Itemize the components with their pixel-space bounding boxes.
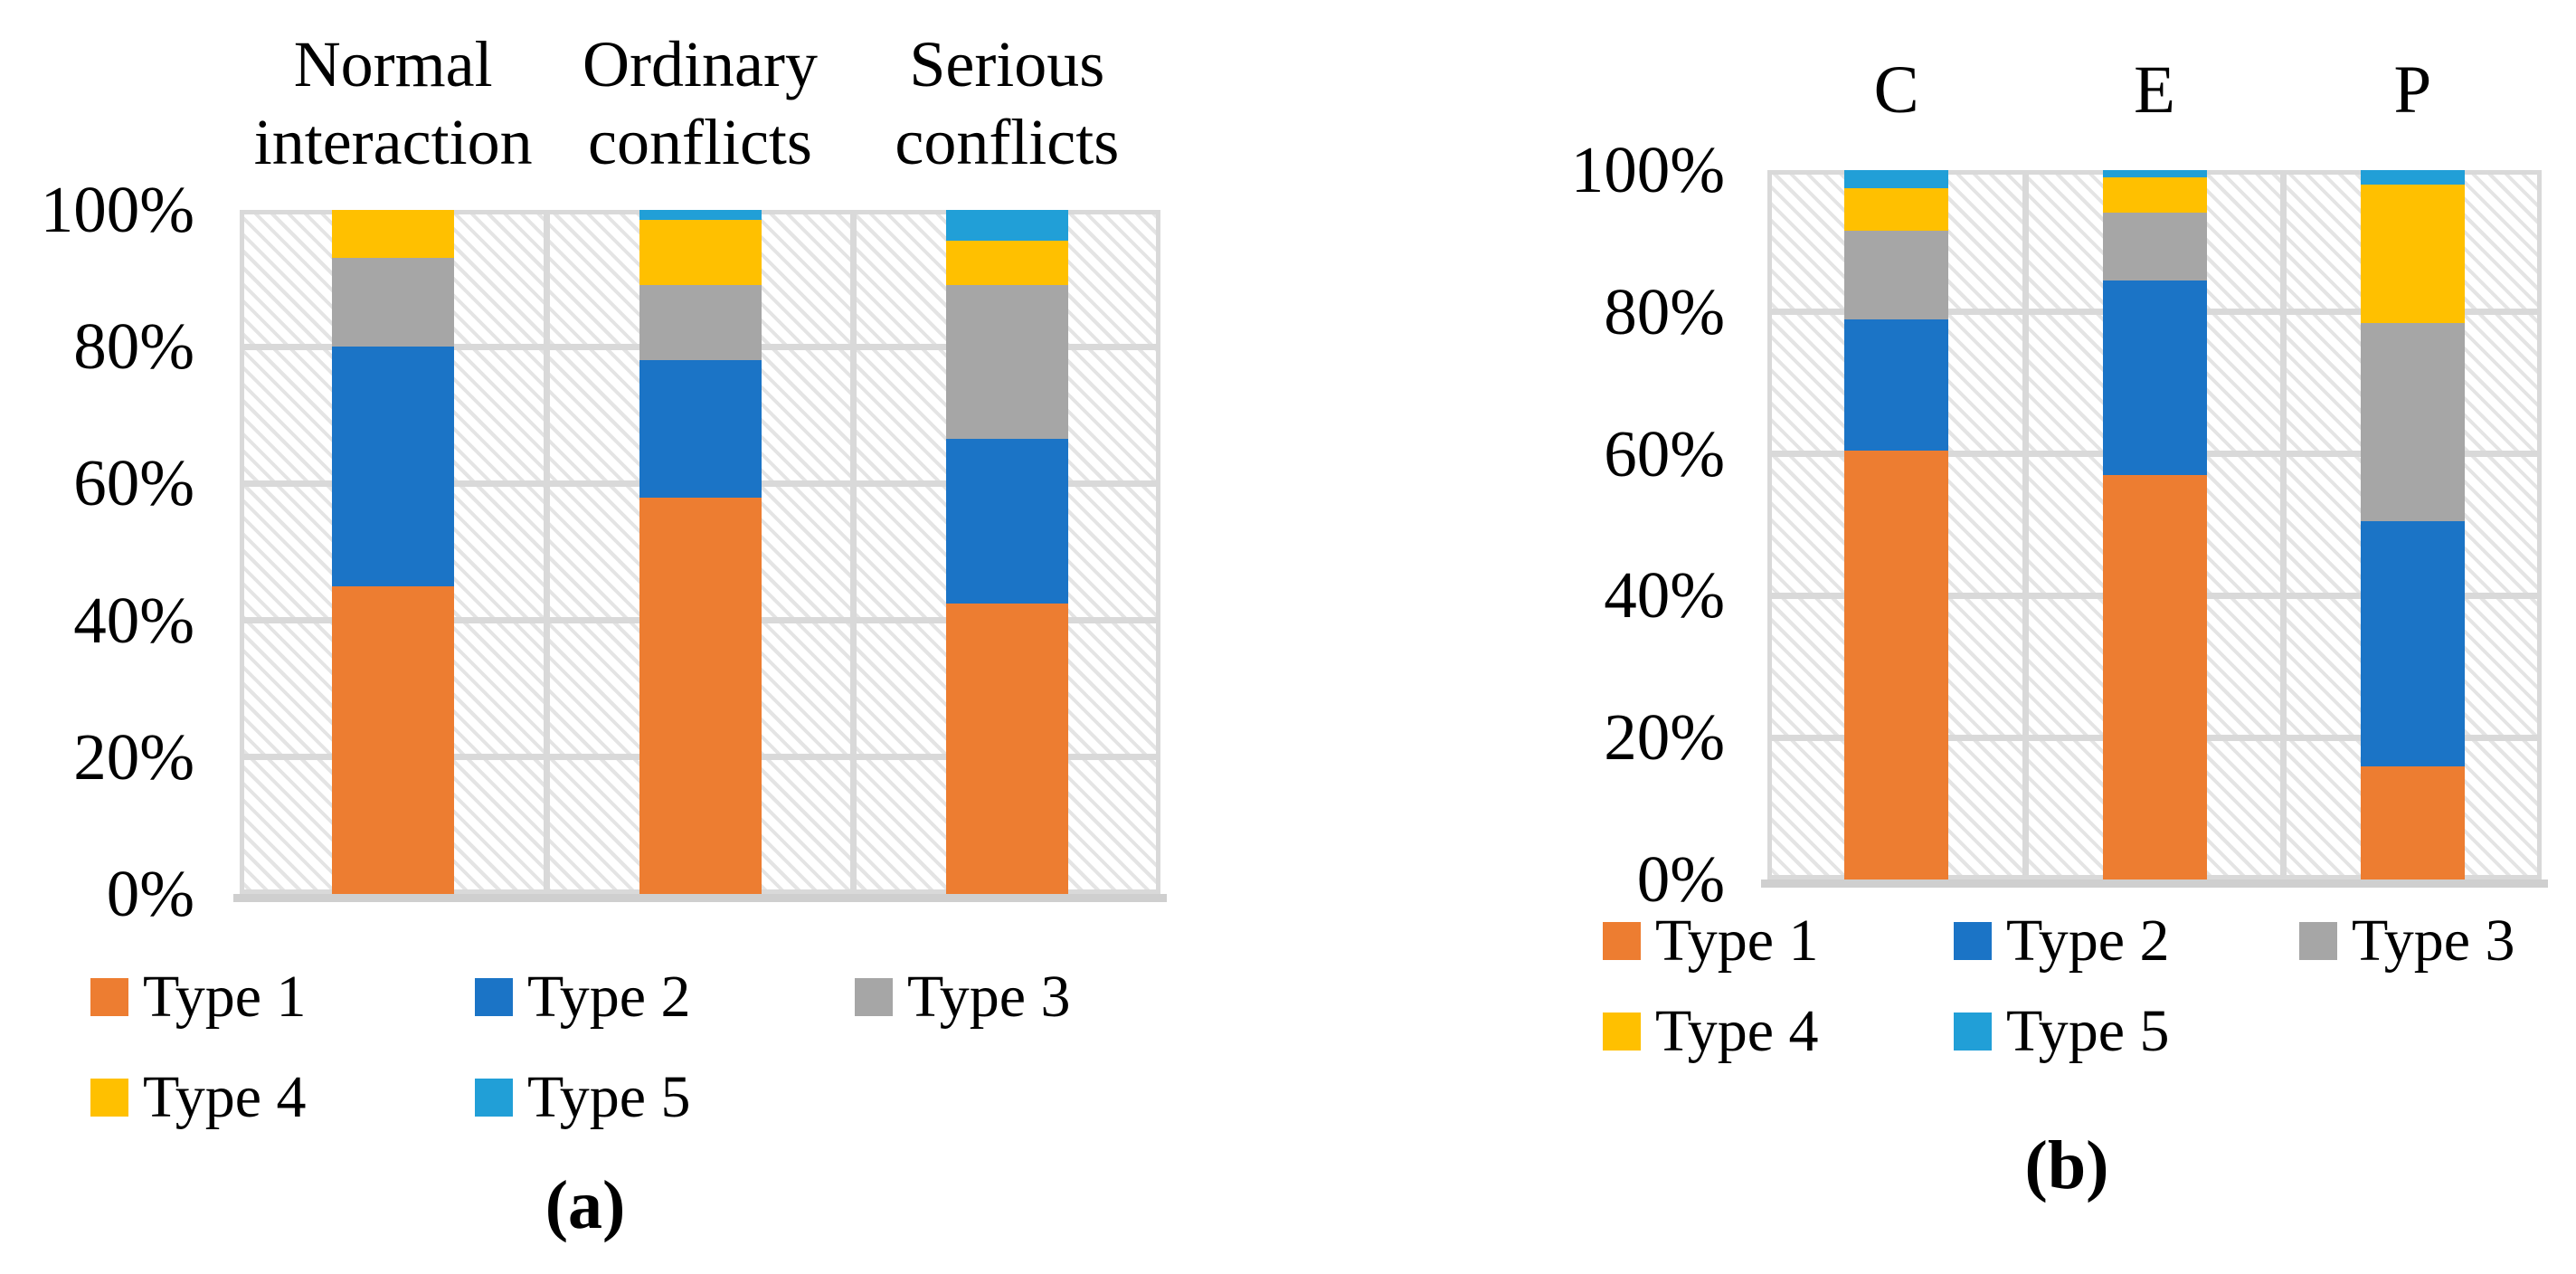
bar-segment-type-3 [2102, 213, 2207, 280]
legend-swatch-icon [1603, 1013, 1641, 1051]
bar-segment-type-4 [639, 220, 762, 286]
y-axis-tick-label: 60% [73, 446, 194, 520]
y-axis-tick-label: 40% [1604, 558, 1725, 632]
gridline-vertical [2022, 170, 2029, 879]
bar-segment-type-5 [945, 210, 1068, 242]
legend-swatch-icon [2299, 922, 2337, 960]
stacked-bar-serious-conflicts [945, 210, 1068, 894]
legend-swatch-icon [90, 1079, 128, 1117]
category-label: Serious conflicts [895, 28, 1120, 178]
legend-item-type-4: Type 4 [90, 1065, 307, 1130]
bar-segment-type-2 [639, 360, 762, 498]
bar-segment-type-1 [2360, 765, 2465, 879]
bar-segment-type-3 [945, 285, 1068, 440]
legend-swatch-icon [90, 978, 128, 1016]
plot-area-b [1761, 170, 2548, 888]
category-label: Ordinary conflicts [582, 28, 818, 178]
bar-segment-type-3 [332, 257, 455, 347]
bar-segment-type-3 [2360, 322, 2465, 522]
stacked-bar-e [2102, 170, 2207, 879]
legend-item-type-5: Type 5 [475, 1065, 691, 1130]
bar-segment-type-3 [1844, 230, 1949, 319]
bar-segment-type-4 [2102, 176, 2207, 214]
bar-segment-type-2 [332, 347, 455, 586]
legend-label: Type 5 [527, 1064, 691, 1130]
x-axis-line [1761, 879, 2548, 888]
bar-segment-type-5 [2102, 170, 2207, 177]
legend-label: Type 1 [1655, 908, 1819, 974]
y-axis-tick-label: 0% [1636, 842, 1725, 916]
y-axis-tick-label: 60% [1604, 416, 1725, 490]
bar-segment-type-1 [639, 497, 762, 894]
bar-segment-type-2 [945, 439, 1068, 604]
caption-a: (a) [545, 1167, 626, 1243]
y-axis-tick-label: 100% [40, 173, 194, 246]
legend-swatch-icon [1954, 1013, 1992, 1051]
plot-area-a [233, 210, 1167, 902]
y-axis-tick-label: 40% [73, 583, 194, 657]
category-label: Normal interaction [253, 28, 533, 178]
legend-item-type-1: Type 1 [90, 965, 307, 1030]
bar-segment-type-1 [1844, 450, 1949, 879]
legend-label: Type 4 [143, 1064, 307, 1130]
bar-segment-type-3 [639, 285, 762, 361]
bar-segment-type-1 [945, 603, 1068, 894]
stacked-bar-normal-interaction [332, 210, 455, 894]
bar-segment-type-4 [945, 241, 1068, 286]
bar-segment-type-2 [1844, 318, 1949, 451]
y-axis-tick-label: 100% [1570, 133, 1725, 206]
category-label: P [2393, 52, 2432, 128]
legend-label: Type 1 [143, 964, 307, 1030]
bar-segment-type-4 [2360, 184, 2465, 323]
legend-item-type-3: Type 3 [855, 965, 1071, 1030]
legend-item-type-5: Type 5 [1954, 999, 2170, 1064]
legend-swatch-icon [1603, 922, 1641, 960]
category-label: C [1873, 52, 1919, 128]
gridline-vertical [2280, 170, 2287, 879]
legend-label: Type 2 [527, 964, 691, 1030]
bar-segment-type-4 [1844, 187, 1949, 231]
legend-label: Type 5 [2006, 998, 2170, 1064]
legend-swatch-icon [475, 978, 513, 1016]
stacked-bar-p [2360, 170, 2465, 879]
bar-segment-type-5 [1844, 170, 1949, 188]
bar-segment-type-4 [332, 210, 455, 258]
legend-label: Type 2 [2006, 908, 2170, 974]
category-label: E [2134, 52, 2175, 128]
stacked-bar-ordinary-conflicts [639, 210, 762, 894]
legend-item-type-4: Type 4 [1603, 999, 1819, 1064]
bar-segment-type-5 [2360, 170, 2465, 185]
bar-segment-type-2 [2102, 280, 2207, 476]
y-axis-tick-label: 0% [106, 857, 194, 930]
bar-segment-type-5 [639, 210, 762, 221]
gridline-vertical [850, 210, 857, 894]
legend-swatch-icon [1954, 922, 1992, 960]
caption-b: (b) [2024, 1127, 2109, 1203]
stacked-bar-c [1844, 170, 1949, 879]
legend-label: Type 3 [907, 964, 1071, 1030]
y-axis-tick-label: 80% [73, 309, 194, 384]
legend-label: Type 3 [2352, 908, 2515, 974]
legend-swatch-icon [855, 978, 893, 1016]
legend-item-type-1: Type 1 [1603, 908, 1819, 974]
bar-segment-type-1 [2102, 475, 2207, 879]
legend-item-type-3: Type 3 [2299, 908, 2515, 974]
gridline-vertical [543, 210, 550, 894]
legend-item-type-2: Type 2 [475, 965, 691, 1030]
bar-segment-type-1 [332, 585, 455, 894]
legend-label: Type 4 [1655, 998, 1819, 1064]
bar-segment-type-2 [2360, 521, 2465, 766]
x-axis-line [233, 894, 1167, 902]
legend-item-type-2: Type 2 [1954, 908, 2170, 974]
y-axis-tick-label: 20% [1604, 700, 1725, 775]
y-axis-tick-label: 80% [1604, 274, 1725, 348]
legend-swatch-icon [475, 1079, 513, 1117]
y-axis-tick-label: 20% [73, 719, 194, 794]
